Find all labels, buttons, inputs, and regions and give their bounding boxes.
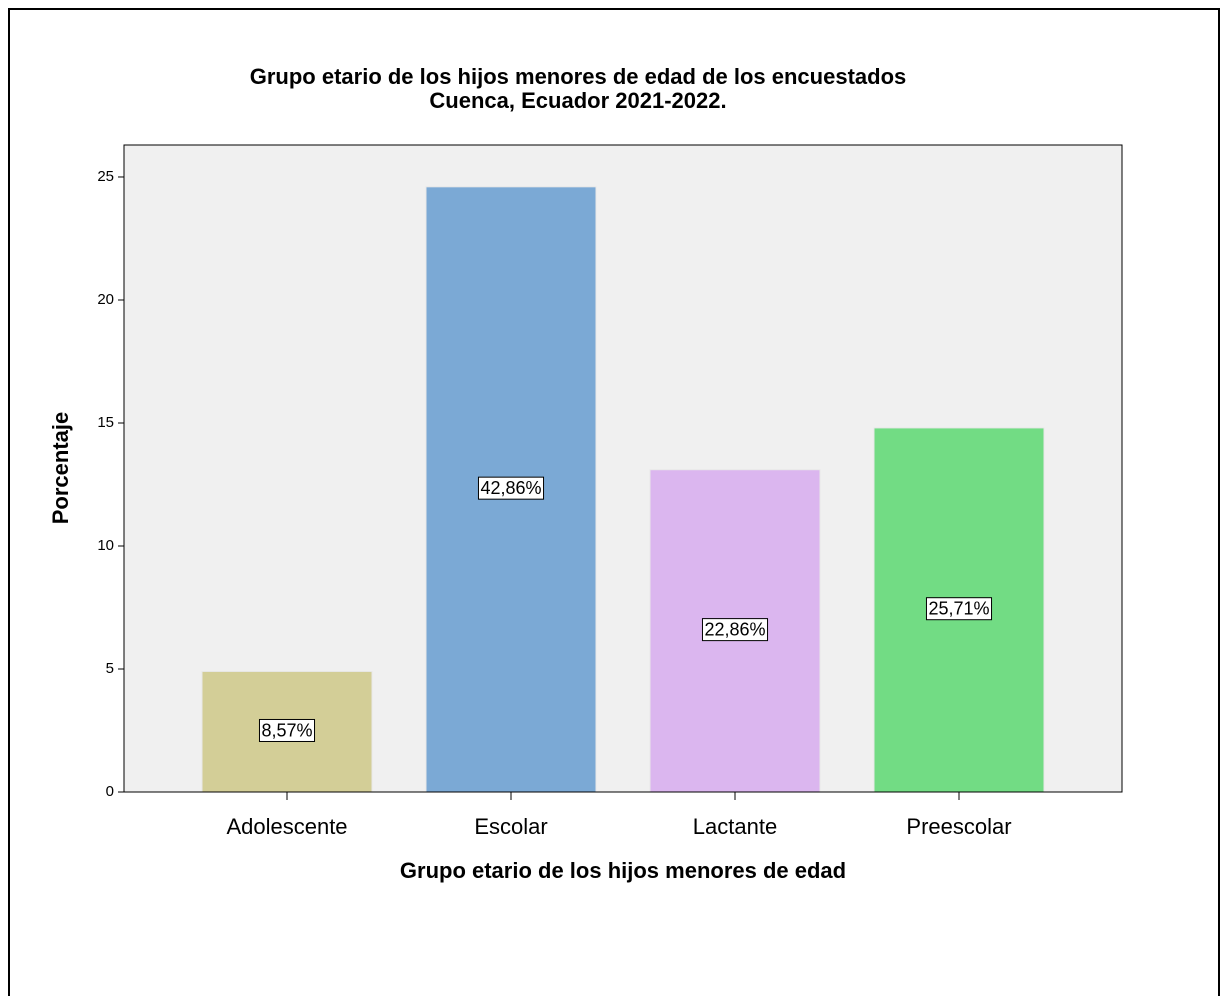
x-tick-label: Escolar (474, 814, 547, 839)
data-label-box (701, 618, 769, 642)
data-label-box (925, 597, 993, 621)
data-label-box (477, 476, 545, 500)
chart-subtitle: Cuenca, Ecuador 2021-2022. (429, 88, 726, 113)
y-tick-label: 0 (106, 783, 114, 800)
chart-title: Grupo etario de los hijos menores de eda… (250, 64, 907, 89)
x-tick-label: Preescolar (906, 814, 1011, 839)
data-label: 8,57% (261, 720, 312, 740)
x-tick-label: Lactante (693, 814, 777, 839)
y-tick-label: 20 (97, 291, 114, 308)
x-axis-label: Grupo etario de los hijos menores de eda… (400, 858, 846, 883)
data-label: 25,71% (928, 599, 989, 619)
data-label: 22,86% (704, 620, 765, 640)
y-tick-label: 5 (106, 660, 114, 677)
x-tick-label: Adolescente (226, 814, 347, 839)
y-tick-label: 10 (97, 537, 114, 554)
data-label-box (258, 718, 316, 742)
y-tick-label: 15 (97, 414, 114, 431)
y-axis-label: Porcentaje (48, 412, 73, 525)
y-tick-label: 25 (97, 168, 114, 185)
data-label: 42,86% (480, 478, 541, 498)
